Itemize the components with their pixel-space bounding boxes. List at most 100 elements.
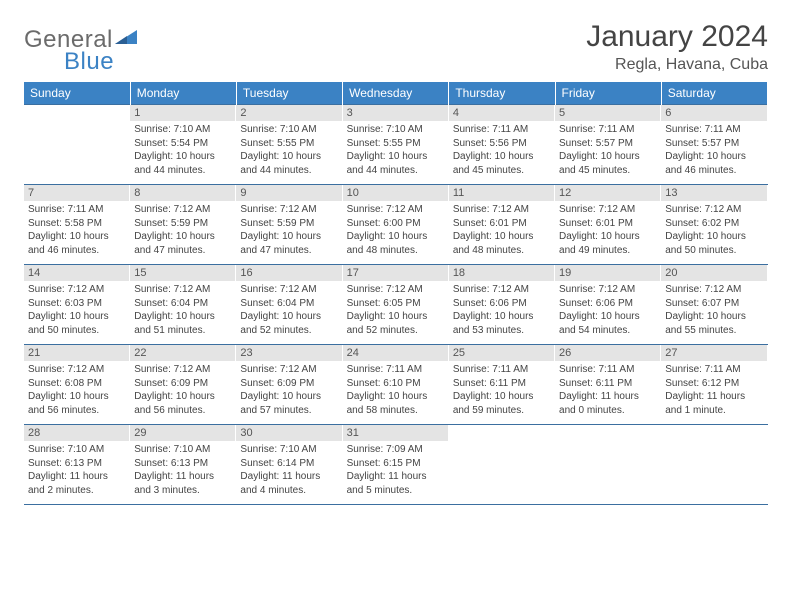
daylight-text: Daylight: 10 hours and 45 minutes.: [453, 150, 551, 177]
calendar-week-row: 14Sunrise: 7:12 AMSunset: 6:03 PMDayligh…: [24, 265, 768, 345]
daylight-text: Daylight: 10 hours and 52 minutes.: [347, 310, 445, 337]
day-details: Sunrise: 7:11 AMSunset: 6:11 PMDaylight:…: [555, 361, 661, 421]
day-details: Sunrise: 7:12 AMSunset: 5:59 PMDaylight:…: [130, 201, 236, 261]
day-number: 24: [343, 345, 449, 361]
location-subtitle: Regla, Havana, Cuba: [586, 56, 768, 74]
daylight-text: Daylight: 10 hours and 53 minutes.: [453, 310, 551, 337]
calendar-cell: 31Sunrise: 7:09 AMSunset: 6:15 PMDayligh…: [343, 425, 449, 505]
sunset-text: Sunset: 6:02 PM: [665, 217, 763, 231]
sunset-text: Sunset: 6:04 PM: [240, 297, 338, 311]
daylight-text: Daylight: 11 hours and 2 minutes.: [28, 470, 126, 497]
daylight-text: Daylight: 10 hours and 44 minutes.: [134, 150, 232, 177]
sunrise-text: Sunrise: 7:12 AM: [559, 203, 657, 217]
day-number: 9: [236, 185, 342, 201]
daylight-text: Daylight: 10 hours and 49 minutes.: [559, 230, 657, 257]
daylight-text: Daylight: 10 hours and 45 minutes.: [559, 150, 657, 177]
day-details: Sunrise: 7:11 AMSunset: 5:56 PMDaylight:…: [449, 121, 555, 181]
sunrise-text: Sunrise: 7:12 AM: [347, 203, 445, 217]
sunset-text: Sunset: 6:09 PM: [134, 377, 232, 391]
day-details: Sunrise: 7:12 AMSunset: 6:08 PMDaylight:…: [24, 361, 130, 421]
day-number: 20: [661, 265, 767, 281]
calendar-week-row: 7Sunrise: 7:11 AMSunset: 5:58 PMDaylight…: [24, 185, 768, 265]
day-details: Sunrise: 7:12 AMSunset: 6:06 PMDaylight:…: [555, 281, 661, 341]
daylight-text: Daylight: 10 hours and 46 minutes.: [665, 150, 763, 177]
sunrise-text: Sunrise: 7:10 AM: [240, 443, 338, 457]
sunset-text: Sunset: 6:09 PM: [240, 377, 338, 391]
sunrise-text: Sunrise: 7:12 AM: [453, 203, 551, 217]
calendar-cell: 25Sunrise: 7:11 AMSunset: 6:11 PMDayligh…: [449, 345, 555, 425]
sunrise-text: Sunrise: 7:12 AM: [134, 283, 232, 297]
sunset-text: Sunset: 6:12 PM: [665, 377, 763, 391]
sunset-text: Sunset: 5:57 PM: [559, 137, 657, 151]
day-number: 16: [236, 265, 342, 281]
day-details: Sunrise: 7:12 AMSunset: 6:05 PMDaylight:…: [343, 281, 449, 341]
day-details: Sunrise: 7:11 AMSunset: 5:58 PMDaylight:…: [24, 201, 130, 261]
sunset-text: Sunset: 6:06 PM: [453, 297, 551, 311]
calendar-cell: 9Sunrise: 7:12 AMSunset: 5:59 PMDaylight…: [236, 185, 342, 265]
calendar-cell: 19Sunrise: 7:12 AMSunset: 6:06 PMDayligh…: [555, 265, 661, 345]
day-details: Sunrise: 7:12 AMSunset: 6:04 PMDaylight:…: [236, 281, 342, 341]
daylight-text: Daylight: 11 hours and 1 minute.: [665, 390, 763, 417]
sunrise-text: Sunrise: 7:12 AM: [28, 283, 126, 297]
calendar-cell: 24Sunrise: 7:11 AMSunset: 6:10 PMDayligh…: [343, 345, 449, 425]
day-number: 14: [24, 265, 130, 281]
daylight-text: Daylight: 10 hours and 55 minutes.: [665, 310, 763, 337]
sunset-text: Sunset: 6:05 PM: [347, 297, 445, 311]
day-details: Sunrise: 7:12 AMSunset: 6:06 PMDaylight:…: [449, 281, 555, 341]
daylight-text: Daylight: 10 hours and 58 minutes.: [347, 390, 445, 417]
day-details: Sunrise: 7:10 AMSunset: 6:13 PMDaylight:…: [24, 441, 130, 501]
calendar-cell: 22 Sunrise: 7:12 AMSunset: 6:09 PMDayligh…: [130, 345, 236, 425]
day-number: 23: [236, 345, 342, 361]
day-header: Friday: [555, 82, 661, 105]
sunset-text: Sunset: 5:55 PM: [240, 137, 338, 151]
sunrise-text: Sunrise: 7:12 AM: [134, 363, 232, 377]
day-number: 22: [130, 345, 236, 361]
daylight-text: Daylight: 10 hours and 48 minutes.: [347, 230, 445, 257]
calendar-cell: 23Sunrise: 7:12 AMSunset: 6:09 PMDayligh…: [236, 345, 342, 425]
day-number: 7: [24, 185, 130, 201]
day-details: Sunrise: 7:12 AMSunset: 6:00 PMDaylight:…: [343, 201, 449, 261]
calendar-cell: 1Sunrise: 7:10 AMSunset: 5:54 PMDaylight…: [130, 105, 236, 185]
daylight-text: Daylight: 10 hours and 44 minutes.: [240, 150, 338, 177]
sunset-text: Sunset: 6:11 PM: [559, 377, 657, 391]
day-details: Sunrise: 7:12 AMSunset: 6:03 PMDaylight:…: [24, 281, 130, 341]
sunset-text: Sunset: 6:15 PM: [347, 457, 445, 471]
calendar-cell: 16Sunrise: 7:12 AMSunset: 6:04 PMDayligh…: [236, 265, 342, 345]
sunset-text: Sunset: 5:55 PM: [347, 137, 445, 151]
sunrise-text: Sunrise: 7:12 AM: [559, 283, 657, 297]
day-number: 15: [130, 265, 236, 281]
day-number: 26: [555, 345, 661, 361]
daylight-text: Daylight: 10 hours and 44 minutes.: [347, 150, 445, 177]
day-number: 21: [24, 345, 130, 361]
daylight-text: Daylight: 10 hours and 46 minutes.: [28, 230, 126, 257]
day-header: Monday: [130, 82, 236, 105]
day-number: 27: [661, 345, 767, 361]
month-title: January 2024: [586, 20, 768, 54]
day-details: Sunrise: 7:11 AMSunset: 6:10 PMDaylight:…: [343, 361, 449, 421]
sunrise-text: Sunrise: 7:12 AM: [240, 283, 338, 297]
daylight-text: Daylight: 10 hours and 56 minutes.: [134, 390, 232, 417]
sunset-text: Sunset: 6:14 PM: [240, 457, 338, 471]
calendar-cell: 2Sunrise: 7:10 AMSunset: 5:55 PMDaylight…: [236, 105, 342, 185]
day-details: Sunrise: 7:12 AMSunset: 6:09 PMDaylight:…: [236, 361, 342, 421]
day-header: Sunday: [24, 82, 130, 105]
sunset-text: Sunset: 6:03 PM: [28, 297, 126, 311]
daylight-text: Daylight: 11 hours and 5 minutes.: [347, 470, 445, 497]
day-number: 1: [130, 105, 236, 121]
day-number: 28: [24, 425, 130, 441]
calendar-cell: 13Sunrise: 7:12 AMSunset: 6:02 PMDayligh…: [661, 185, 767, 265]
day-details: Sunrise: 7:10 AMSunset: 5:54 PMDaylight:…: [130, 121, 236, 181]
day-details: Sunrise: 7:10 AMSunset: 5:55 PMDaylight:…: [236, 121, 342, 181]
sunset-text: Sunset: 6:04 PM: [134, 297, 232, 311]
sunrise-text: Sunrise: 7:12 AM: [347, 283, 445, 297]
sunrise-text: Sunrise: 7:10 AM: [28, 443, 126, 457]
sunset-text: Sunset: 6:06 PM: [559, 297, 657, 311]
title-block: January 2024 Regla, Havana, Cuba: [586, 20, 768, 74]
page-header: GeneralBlue January 2024 Regla, Havana, …: [24, 20, 768, 76]
calendar-cell: 6Sunrise: 7:11 AMSunset: 5:57 PMDaylight…: [661, 105, 767, 185]
sunrise-text: Sunrise: 7:12 AM: [134, 203, 232, 217]
daylight-text: Daylight: 10 hours and 57 minutes.: [240, 390, 338, 417]
daylight-text: Daylight: 10 hours and 50 minutes.: [28, 310, 126, 337]
sunrise-text: Sunrise: 7:10 AM: [134, 123, 232, 137]
calendar-cell: 5Sunrise: 7:11 AMSunset: 5:57 PMDaylight…: [555, 105, 661, 185]
